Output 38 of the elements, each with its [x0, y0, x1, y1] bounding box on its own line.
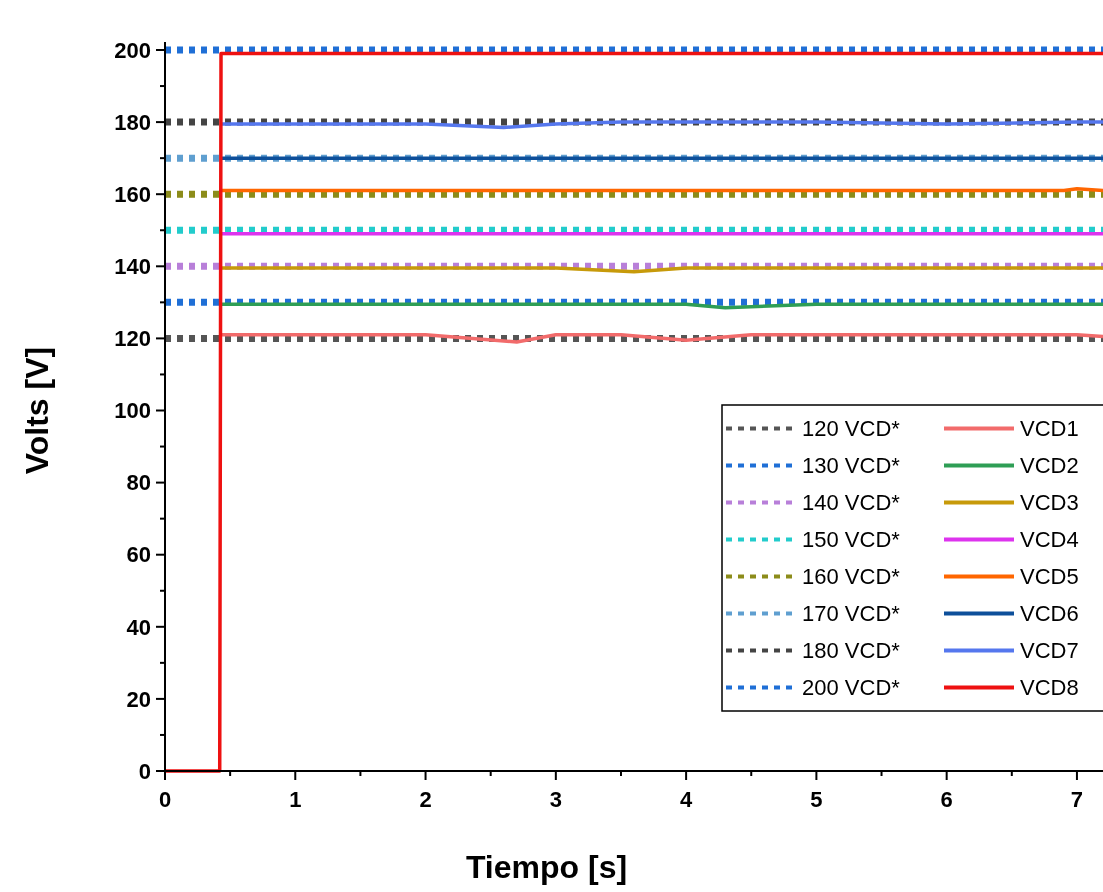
y-tick-label: 100: [114, 398, 151, 424]
legend-label: VCD7: [1020, 638, 1079, 664]
y-tick-label: 40: [126, 614, 151, 640]
legend-label: VCD4: [1020, 527, 1079, 553]
legend-label: 120 VCD*: [802, 416, 901, 442]
legend-label: VCD2: [1020, 453, 1079, 479]
x-tick-label: 0: [158, 787, 172, 812]
legend-label: VCD6: [1020, 601, 1079, 627]
y-tick-label: 200: [114, 37, 151, 63]
legend-label: 170 VCD*: [802, 601, 901, 627]
legend-label: 200 VCD*: [802, 675, 901, 701]
line-series: [219, 333, 1103, 344]
x-tick-label: 4: [679, 787, 693, 812]
legend-label: VCD5: [1020, 564, 1079, 590]
x-tick-label: 1: [289, 787, 302, 812]
y-tick-label: 140: [114, 254, 151, 279]
x-tick-label: 7: [1070, 787, 1084, 812]
legend-label: VCD8: [1020, 675, 1079, 701]
y-tick-label: 80: [126, 470, 151, 496]
y-tick-label: 20: [126, 686, 151, 712]
x-tick-label: 5: [810, 787, 823, 812]
y-tick-label: 160: [114, 181, 151, 207]
legend-label: 140 VCD*: [802, 490, 901, 516]
legend-label: 130 VCD*: [802, 453, 901, 479]
x-tick-label: 2: [419, 787, 432, 812]
legend-label: VCD3: [1020, 490, 1079, 516]
y-tick-label: 120: [114, 326, 151, 352]
legend-label: 180 VCD*: [802, 638, 901, 664]
y-axis-title: Volts [V]: [19, 346, 55, 475]
legend-label: 160 VCD*: [802, 564, 901, 590]
y-tick-label: 60: [126, 542, 151, 568]
legend-label: 150 VCD*: [802, 527, 901, 553]
y-tick-label: 0: [138, 758, 151, 784]
x-tick-label: 3: [549, 787, 562, 812]
x-axis-title: Tiempo [s]: [465, 849, 628, 885]
x-tick-label: 6: [940, 787, 953, 812]
legend-label: VCD1: [1020, 416, 1079, 442]
y-tick-label: 180: [114, 109, 151, 135]
